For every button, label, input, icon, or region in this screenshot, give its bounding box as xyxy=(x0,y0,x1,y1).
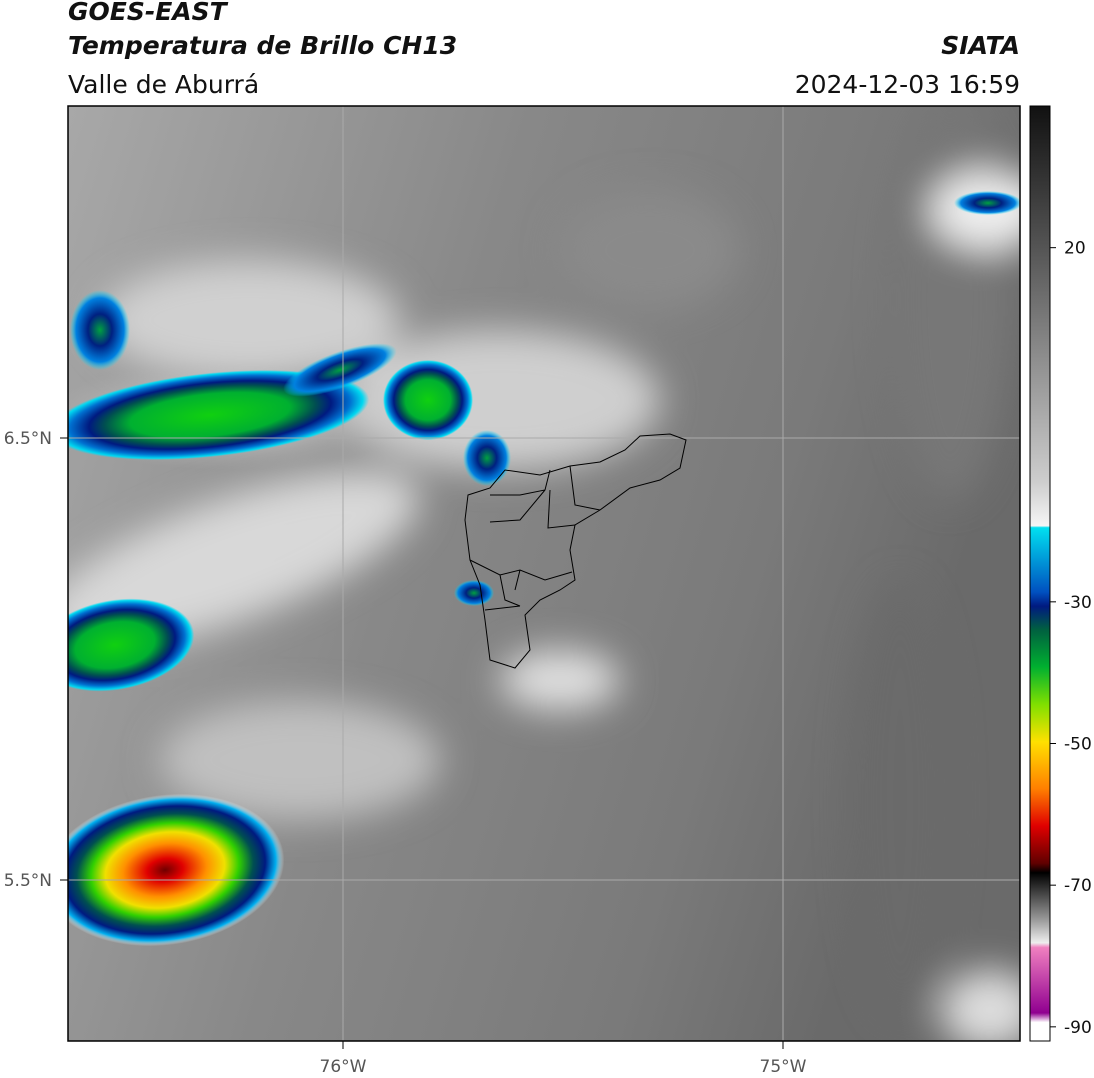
colorbar xyxy=(1029,105,1051,1042)
colorbar-tick-label: 20 xyxy=(1064,239,1086,259)
datetime: 2024-12-03 16:59 xyxy=(795,70,1020,99)
colorbar-tick-label: -90 xyxy=(1064,1018,1092,1038)
lat-label: 6.5°N xyxy=(4,429,52,449)
lon-label: 76°W xyxy=(320,1057,367,1077)
source: SIATA xyxy=(941,31,1020,60)
product: Temperatura de Brillo CH13 xyxy=(68,31,457,60)
colorbar-tick-label: -70 xyxy=(1064,876,1092,896)
map-frame xyxy=(67,105,1021,1042)
lon-label: 75°W xyxy=(760,1057,807,1077)
municipal-borders xyxy=(464,433,687,669)
region: Valle de Aburrá xyxy=(68,70,259,99)
satellite-image xyxy=(68,106,1020,1041)
lat-label: 5.5°N xyxy=(4,871,52,891)
satellite: GOES-EAST xyxy=(68,0,229,26)
colorbar-tick-label: -50 xyxy=(1064,735,1092,755)
colorbar-tick-label: -30 xyxy=(1064,593,1092,613)
